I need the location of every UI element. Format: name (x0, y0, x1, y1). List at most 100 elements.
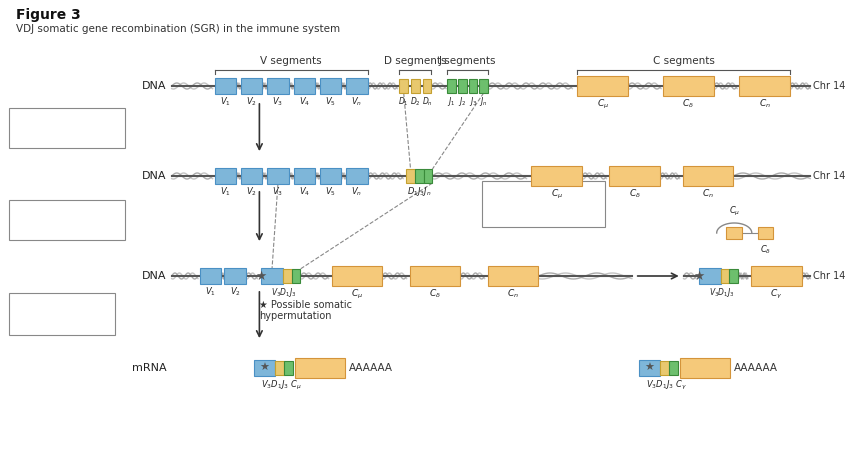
Text: $V_2$: $V_2$ (246, 96, 257, 108)
Bar (346, 168, 368, 184)
Text: $V_1$: $V_1$ (205, 286, 216, 299)
Bar (577, 76, 628, 96)
Bar (320, 78, 342, 94)
Text: DNA: DNA (142, 171, 167, 181)
Text: $V_4$: $V_4$ (298, 96, 310, 108)
Text: $V_4$: $V_4$ (298, 186, 310, 199)
Bar (727, 227, 742, 239)
Text: $V_2$: $V_2$ (230, 286, 241, 299)
Text: $V_3$: $V_3$ (272, 186, 283, 199)
Bar (663, 76, 714, 96)
Bar (680, 358, 730, 378)
Text: $D_n$: $D_n$ (422, 95, 433, 107)
Text: $C_\delta$: $C_\delta$ (683, 98, 694, 111)
Bar (638, 360, 660, 376)
Text: $C_\mu$: $C_\mu$ (597, 98, 609, 111)
FancyBboxPatch shape (8, 200, 125, 240)
Text: D segments: D segments (384, 56, 446, 66)
Text: $J_1$: $J_1$ (447, 95, 456, 108)
Text: hypermutation: hypermutation (259, 311, 332, 321)
Text: DNA: DNA (142, 81, 167, 91)
Bar (479, 79, 488, 93)
FancyBboxPatch shape (8, 108, 125, 148)
Text: SGR by RAG and NHEJ: SGR by RAG and NHEJ (13, 222, 121, 232)
Text: $V_1$: $V_1$ (220, 96, 230, 108)
Text: class-switch: class-switch (513, 205, 573, 215)
Bar (729, 269, 738, 283)
Text: $V_3$: $V_3$ (272, 96, 283, 108)
Text: ★: ★ (255, 270, 266, 283)
Text: $C_\mu$: $C_\mu$ (728, 205, 739, 218)
Bar (261, 268, 283, 284)
Text: ★: ★ (644, 363, 654, 373)
Bar (267, 168, 289, 184)
Bar (740, 76, 790, 96)
FancyBboxPatch shape (482, 181, 604, 227)
Text: $V_5$: $V_5$ (325, 96, 336, 108)
Bar (293, 78, 315, 94)
Text: $V_3D_1J_3$: $V_3D_1J_3$ (709, 286, 734, 299)
Text: $C_\mu$: $C_\mu$ (351, 288, 363, 301)
Text: $J_n$: $J_n$ (479, 95, 488, 108)
Bar (410, 266, 460, 286)
Bar (400, 79, 408, 93)
Text: mRNA: mRNA (132, 363, 167, 373)
Bar (200, 268, 221, 284)
Bar (275, 361, 284, 375)
Text: V-DJ rearrangement:: V-DJ rearrangement: (16, 211, 116, 221)
Text: $C_\mu$: $C_\mu$ (551, 188, 563, 201)
Text: $D_1J_3J_n$: $D_1J_3J_n$ (407, 185, 432, 198)
Text: $C_n$: $C_n$ (702, 188, 714, 201)
Bar (214, 78, 236, 94)
Text: ★: ★ (694, 270, 705, 283)
Bar (224, 268, 246, 284)
Text: $J_3$: $J_3$ (468, 95, 477, 108)
Text: $V_n$: $V_n$ (351, 96, 362, 108)
Bar (241, 168, 263, 184)
Bar (669, 361, 677, 375)
Text: VDJ somatic gene recombination (SGR) in the immune system: VDJ somatic gene recombination (SGR) in … (15, 24, 340, 34)
Bar (447, 79, 456, 93)
Bar (721, 269, 729, 283)
Text: Transcription: Transcription (30, 304, 94, 314)
Text: AAAAAA: AAAAAA (734, 363, 779, 373)
Text: $C_n$: $C_n$ (758, 98, 770, 111)
Text: Figure 3: Figure 3 (15, 8, 81, 22)
Text: $V_5$: $V_5$ (325, 186, 336, 199)
Text: $J_2$: $J_2$ (458, 95, 467, 108)
Bar (751, 266, 802, 286)
Text: ★: ★ (259, 363, 269, 373)
Bar (411, 79, 420, 93)
FancyBboxPatch shape (8, 293, 115, 335)
Bar (488, 266, 538, 286)
Text: SGR by RAG and NHEJ: SGR by RAG and NHEJ (13, 130, 121, 140)
Text: D-J rearrangement:: D-J rearrangement: (20, 119, 113, 129)
Bar (283, 269, 292, 283)
Text: $C_\delta$: $C_\delta$ (429, 288, 441, 301)
Text: $D_1$: $D_1$ (399, 95, 409, 107)
Bar (422, 79, 432, 93)
Text: $V_3D_1J_3\ C_\gamma$: $V_3D_1J_3\ C_\gamma$ (647, 379, 688, 392)
Bar (700, 268, 721, 284)
Text: $V_1$: $V_1$ (220, 186, 230, 199)
Text: $C_\delta$: $C_\delta$ (629, 188, 641, 201)
Bar (660, 361, 669, 375)
Bar (609, 166, 660, 186)
Text: $D_2$: $D_2$ (410, 95, 421, 107)
Bar (214, 168, 236, 184)
Bar (406, 169, 415, 183)
Text: $C_\gamma$: $C_\gamma$ (770, 288, 782, 301)
Bar (346, 78, 368, 94)
Text: recombination: recombination (508, 215, 578, 225)
Bar (267, 78, 289, 94)
Text: DNA: DNA (142, 271, 167, 281)
Text: J segments: J segments (439, 56, 496, 66)
Text: Chr 14: Chr 14 (813, 271, 846, 281)
Text: $C_\delta$: $C_\delta$ (760, 243, 771, 255)
Text: $V_3D_1J_3\ C_\mu$: $V_3D_1J_3\ C_\mu$ (261, 379, 302, 392)
Text: and splicing: and splicing (32, 315, 91, 325)
Text: $V_n$: $V_n$ (351, 186, 362, 199)
Text: C segments: C segments (653, 56, 715, 66)
Text: AAAAAA: AAAAAA (349, 363, 393, 373)
Text: V segments: V segments (260, 56, 322, 66)
